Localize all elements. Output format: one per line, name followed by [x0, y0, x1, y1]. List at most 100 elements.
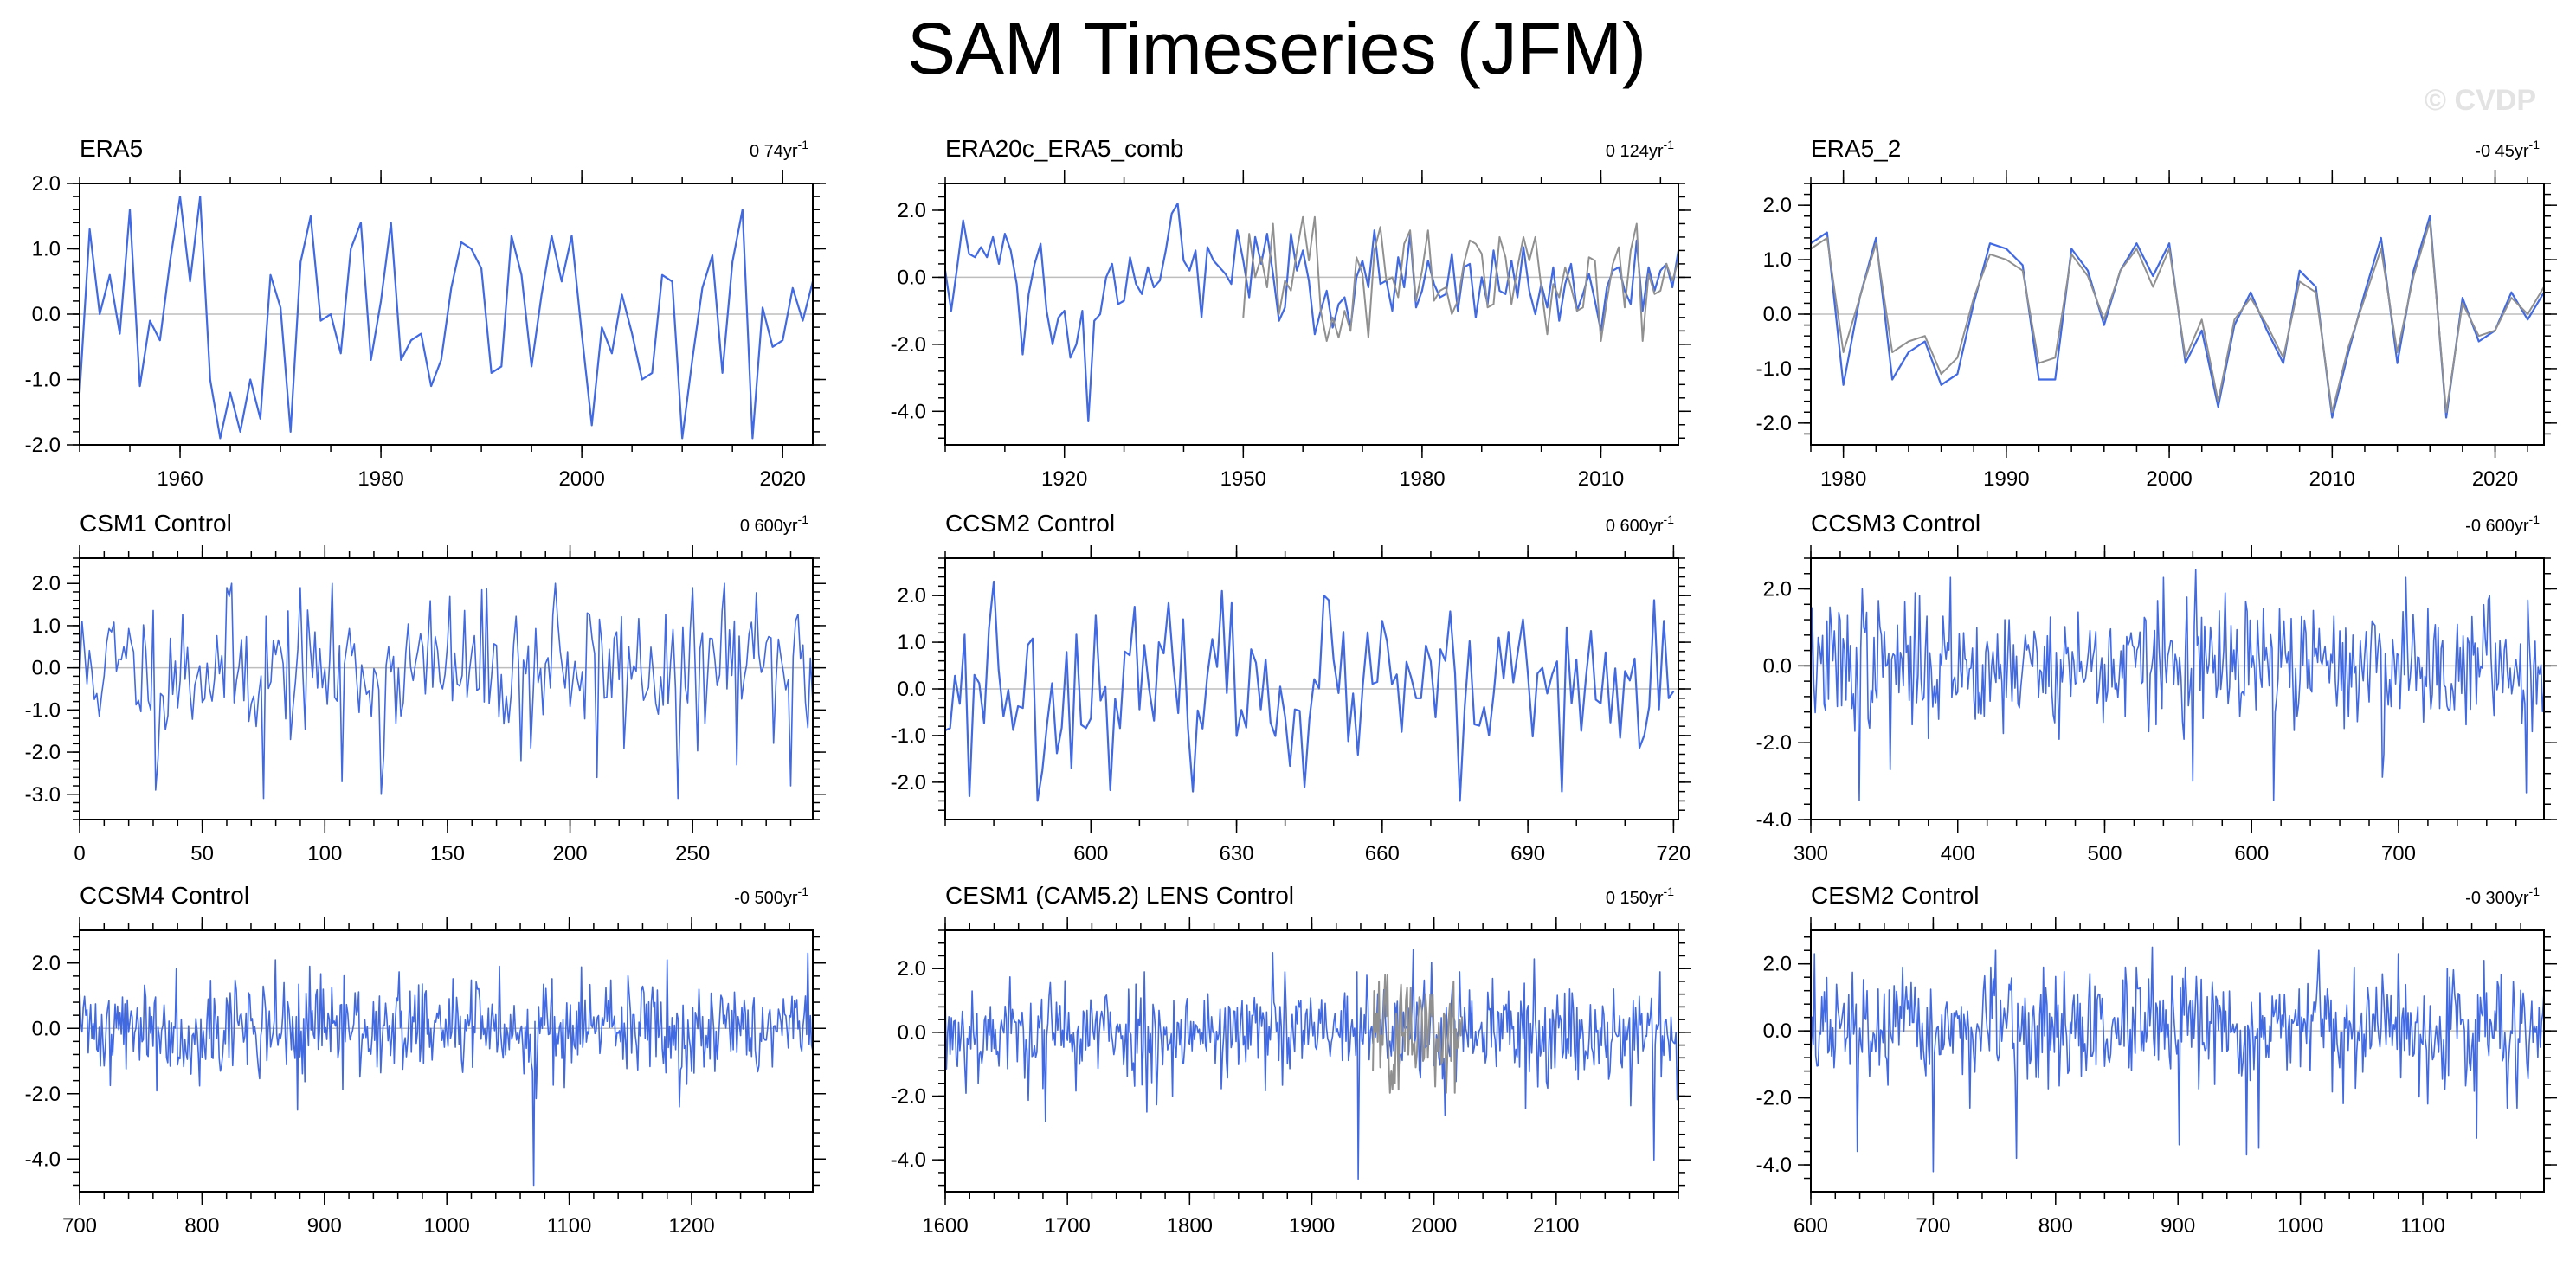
panel-label: ERA5 [80, 135, 143, 162]
x-tick-label: 2000 [558, 467, 604, 491]
series-line-cesm1 [944, 949, 1679, 1180]
y-tick-label: 0.0 [32, 1017, 61, 1040]
x-tick-label: 800 [2038, 1214, 2073, 1238]
series-line-era5_2 [1810, 215, 2545, 419]
y-tick-label: 0.0 [1763, 1019, 1792, 1043]
y-tick-label: 2.0 [32, 952, 61, 975]
x-tick-label: 2010 [2309, 467, 2355, 491]
panel-label: CSM1 Control [80, 510, 232, 537]
y-tick-label: -1.0 [25, 369, 61, 392]
plot-frame [1810, 557, 2545, 820]
x-tick-label: 100 [307, 842, 342, 865]
trend-label: -0 45yr-1 [2475, 138, 2540, 161]
panel-era5_2: 1980 1990 2000 2010 2020 -2.0 -1.0 0.0 1.0 2.0 ERA… [1756, 135, 2557, 491]
x-tick-label: 1000 [424, 1214, 470, 1238]
x-tick-label: 1700 [1044, 1214, 1090, 1238]
y-tick-label: -2.0 [25, 1083, 61, 1106]
y-tick-label: 0.0 [898, 1021, 926, 1045]
x-tick-label: 50 [190, 842, 214, 865]
y-tick-label: 2.0 [1763, 194, 1792, 217]
trend-label: 0 74yr-1 [750, 138, 808, 161]
panel-label: ERA5_2 [1811, 135, 1901, 162]
y-tick-label: 0.0 [1763, 303, 1792, 326]
series-line-ccsm3 [1810, 569, 2545, 801]
x-tick-label: 1920 [1041, 467, 1087, 491]
x-tick-label: 700 [1916, 1214, 1950, 1238]
y-tick-label: 0.0 [1763, 654, 1792, 678]
y-tick-label: 1.0 [898, 631, 926, 654]
y-tick-label: -2.0 [891, 771, 926, 794]
y-tick-label: -1.0 [1756, 357, 1792, 381]
y-tick-label: -4.0 [25, 1148, 61, 1171]
x-tick-label: 600 [2234, 842, 2269, 865]
reference-series-line-era20c [1242, 215, 1679, 342]
x-tick-label: 2100 [1533, 1214, 1579, 1238]
x-tick-label: 1600 [922, 1214, 968, 1238]
y-tick-label: -4.0 [1756, 808, 1792, 832]
x-tick-label: 1900 [1289, 1214, 1335, 1238]
x-tick-label: 800 [184, 1214, 219, 1238]
y-tick-label: 2.0 [32, 572, 61, 595]
x-tick-label: 0 [74, 842, 85, 865]
y-tick-label: 2.0 [898, 584, 926, 608]
x-tick-label: 2000 [2146, 467, 2192, 491]
tick-marks [932, 170, 1691, 458]
y-tick-label: -2.0 [1756, 731, 1792, 755]
plot-frame [79, 557, 814, 820]
series-line-era20c [943, 203, 1680, 422]
y-tick-label: -1.0 [25, 698, 61, 722]
x-tick-label: 700 [2381, 842, 2416, 865]
y-tick-label: 0.0 [898, 266, 926, 289]
x-tick-label: 1100 [2400, 1214, 2445, 1238]
y-tick-label: -1.0 [891, 724, 926, 748]
tick-marks [67, 170, 826, 458]
panel-label: CCSM2 Control [945, 510, 1115, 537]
x-tick-label: 720 [1656, 842, 1690, 865]
panel-label: CCSM3 Control [1811, 510, 1980, 537]
x-tick-label: 900 [2161, 1214, 2195, 1238]
x-tick-label: 1960 [157, 467, 203, 491]
y-tick-label: 2.0 [1763, 953, 1792, 976]
x-tick-label: 150 [430, 842, 465, 865]
y-tick-label: 0.0 [32, 303, 61, 326]
trend-label: -0 500yr-1 [734, 884, 808, 908]
panel-cesm2: 600 700 800 900 1000 1100 -4.0 -2.0 0.0 2.0 CESM2 … [1756, 882, 2557, 1238]
y-tick-label: -3.0 [25, 783, 61, 807]
tick-marks [1798, 545, 2557, 833]
x-tick-label: 690 [1510, 842, 1545, 865]
reference-series-line-cesm1 [1372, 974, 1464, 1094]
x-tick-label: 1800 [1167, 1214, 1213, 1238]
figure-title: SAM Timeseries (JFM) [907, 8, 1646, 89]
tick-marks [67, 545, 826, 833]
panel-label: CCSM4 Control [80, 882, 249, 909]
x-tick-label: 1000 [2277, 1214, 2323, 1238]
series-line-ccsm2 [944, 580, 1675, 802]
x-tick-label: 2000 [1411, 1214, 1457, 1238]
panel-era20c: 1920 1950 1980 2010 -4.0 -2.0 0.0 2.0 ERA20c_ERA… [891, 135, 1691, 491]
x-tick-label: 1100 [547, 1214, 592, 1238]
y-tick-label: 0.0 [32, 657, 61, 680]
x-tick-label: 200 [553, 842, 588, 865]
x-tick-label: 2020 [759, 467, 805, 491]
tick-marks [932, 917, 1691, 1205]
series-line-cesm2 [1810, 946, 2545, 1173]
y-tick-label: 1.0 [1763, 248, 1792, 272]
y-tick-label: -2.0 [25, 434, 61, 457]
x-tick-label: 1980 [1820, 467, 1866, 491]
x-tick-label: 600 [1794, 1214, 1828, 1238]
tick-marks [932, 545, 1691, 833]
series-line-ccsm4 [79, 952, 814, 1187]
y-tick-label: 1.0 [32, 614, 61, 638]
trend-label: 0 600yr-1 [1606, 512, 1674, 536]
x-tick-label: 660 [1365, 842, 1400, 865]
panel-csm1: 0 50 100 150 200 250 -3.0 -2.0 -1.0 0.0 1.0 2.0 CSM1… [25, 510, 826, 865]
y-tick-label: 2.0 [898, 957, 926, 981]
x-tick-label: 500 [2087, 842, 2122, 865]
series-line-era5 [78, 196, 815, 440]
y-tick-label: 0.0 [898, 678, 926, 701]
panel-ccsm4: 700 800 900 1000 1100 1200 -4.0 -2.0 0.0 2.0 CCSM4… [25, 882, 826, 1238]
x-tick-label: 1200 [668, 1214, 714, 1238]
y-tick-label: -4.0 [891, 1148, 926, 1172]
